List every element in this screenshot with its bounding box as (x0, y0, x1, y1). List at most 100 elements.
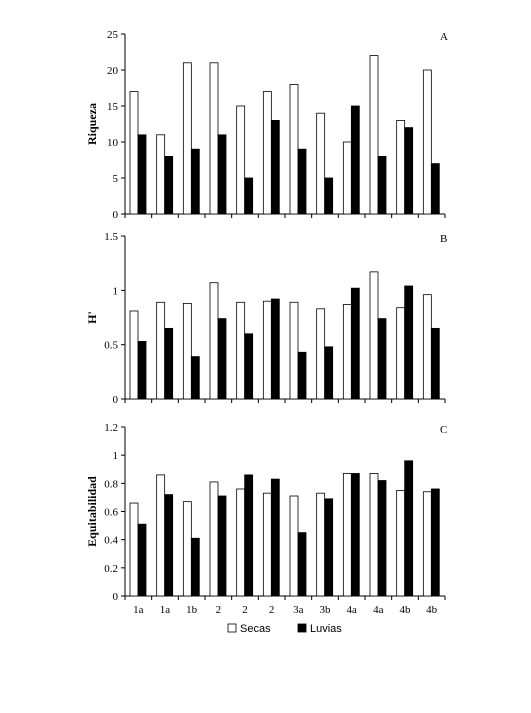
bar-secas (369, 473, 379, 597)
bar-luvias (270, 478, 280, 597)
x-tick-label: 1b (186, 604, 198, 616)
x-tick-label: 4a (346, 604, 357, 616)
bar-secas (156, 134, 166, 215)
bar-luvias (350, 287, 360, 400)
bar-luvias (377, 155, 387, 215)
x-tick-label: 2 (269, 604, 275, 616)
bar-luvias (404, 127, 414, 215)
bar-secas (156, 301, 166, 400)
legend: Secas Luvias (227, 623, 342, 635)
bar-secas (262, 300, 272, 400)
bar-secas (396, 307, 406, 400)
bar-secas (289, 301, 299, 400)
bar-secas (316, 492, 326, 597)
bar-secas (262, 91, 272, 215)
y-tick-label: 0 (113, 209, 119, 221)
y-tick-label: 1 (113, 450, 119, 462)
y-tick-label: 0.8 (104, 478, 118, 490)
y-axis-title: H' (85, 311, 99, 324)
bar-luvias (377, 318, 387, 400)
bar-secas (236, 301, 246, 400)
panel-letter: A (440, 31, 448, 43)
y-axis-title: Riqueza (85, 103, 99, 145)
bar-secas (209, 282, 219, 400)
bar-secas (182, 501, 192, 597)
bar-secas (316, 112, 326, 215)
y-tick-label: 20 (107, 65, 119, 77)
legend-swatch-secas (227, 623, 237, 633)
y-tick-label: 0.5 (104, 340, 118, 352)
bar-luvias (377, 480, 387, 597)
bar-luvias (164, 155, 174, 215)
bar-secas (342, 473, 352, 597)
y-tick-label: 0 (113, 591, 119, 603)
panel-a: 0 5 10 15 20 25 Riqueza A (85, 29, 448, 221)
bar-luvias (244, 333, 254, 400)
x-tick-label: 1a (133, 604, 144, 616)
bar-luvias (164, 494, 174, 597)
y-tick-label: 25 (107, 29, 119, 41)
x-tick-label: 4a (373, 604, 384, 616)
bar-luvias (137, 523, 147, 597)
bar-luvias (244, 177, 254, 215)
bar-luvias (190, 356, 200, 400)
bar-secas (342, 141, 352, 215)
bar-luvias (350, 105, 360, 215)
bar-luvias (270, 298, 280, 400)
y-tick-label: 1 (113, 285, 119, 297)
y-tick-label: 15 (107, 101, 119, 113)
panel-c: 0 0.2 0.4 0.6 0.8 1 1.2 Equitabilidad C (85, 422, 447, 603)
bar-luvias (324, 498, 334, 597)
bar-secas (316, 308, 326, 400)
bar-luvias (404, 285, 414, 400)
bar-secas (236, 488, 246, 597)
y-tick-label: 0.6 (104, 507, 118, 519)
bar-secas (182, 302, 192, 400)
bar-secas (396, 489, 406, 597)
panel-b: 0 0.5 1 1.5 H' B (85, 231, 447, 406)
bar-luvias (297, 148, 307, 215)
panel-letter: B (440, 233, 447, 245)
y-tick-label: 5 (113, 173, 119, 185)
bar-secas (369, 271, 379, 400)
bar-luvias (137, 134, 147, 215)
bar-luvias (297, 532, 307, 597)
bar-secas (422, 294, 432, 400)
bar-luvias (297, 351, 307, 400)
bar-luvias (217, 134, 227, 215)
bar-luvias (217, 318, 227, 400)
legend-label-luvias: Luvias (310, 623, 342, 635)
bar-secas (289, 84, 299, 215)
y-tick-label: 0 (113, 394, 119, 406)
bar-luvias (190, 148, 200, 215)
bar-secas (396, 120, 406, 215)
bar-secas (129, 91, 139, 215)
bar-luvias (244, 474, 254, 597)
bar-luvias (324, 346, 334, 400)
bar-secas (342, 304, 352, 400)
legend-swatch-luvias (297, 623, 307, 633)
bar-secas (236, 105, 246, 215)
y-tick-label: 10 (107, 137, 119, 149)
bar-luvias (324, 177, 334, 215)
x-tick-label: 4b (426, 604, 438, 616)
bar-secas (156, 474, 166, 597)
bar-secas (129, 310, 139, 400)
bar-secas (369, 55, 379, 215)
y-tick-label: 1.2 (104, 422, 118, 434)
y-tick-label: 0.4 (104, 535, 118, 547)
bar-luvias (270, 120, 280, 215)
y-tick-label: 1.5 (104, 231, 118, 243)
x-tick-label: 2 (242, 604, 248, 616)
bar-luvias (137, 341, 147, 400)
x-tick-label: 3a (293, 604, 304, 616)
bar-luvias (190, 537, 200, 597)
y-tick-label: 0.2 (104, 563, 118, 575)
bar-secas (182, 62, 192, 215)
bar-secas (129, 502, 139, 597)
bar-luvias (404, 460, 414, 597)
x-tick-label: 3b (320, 604, 332, 616)
bar-luvias (217, 495, 227, 597)
x-tick-label: 2 (216, 604, 222, 616)
